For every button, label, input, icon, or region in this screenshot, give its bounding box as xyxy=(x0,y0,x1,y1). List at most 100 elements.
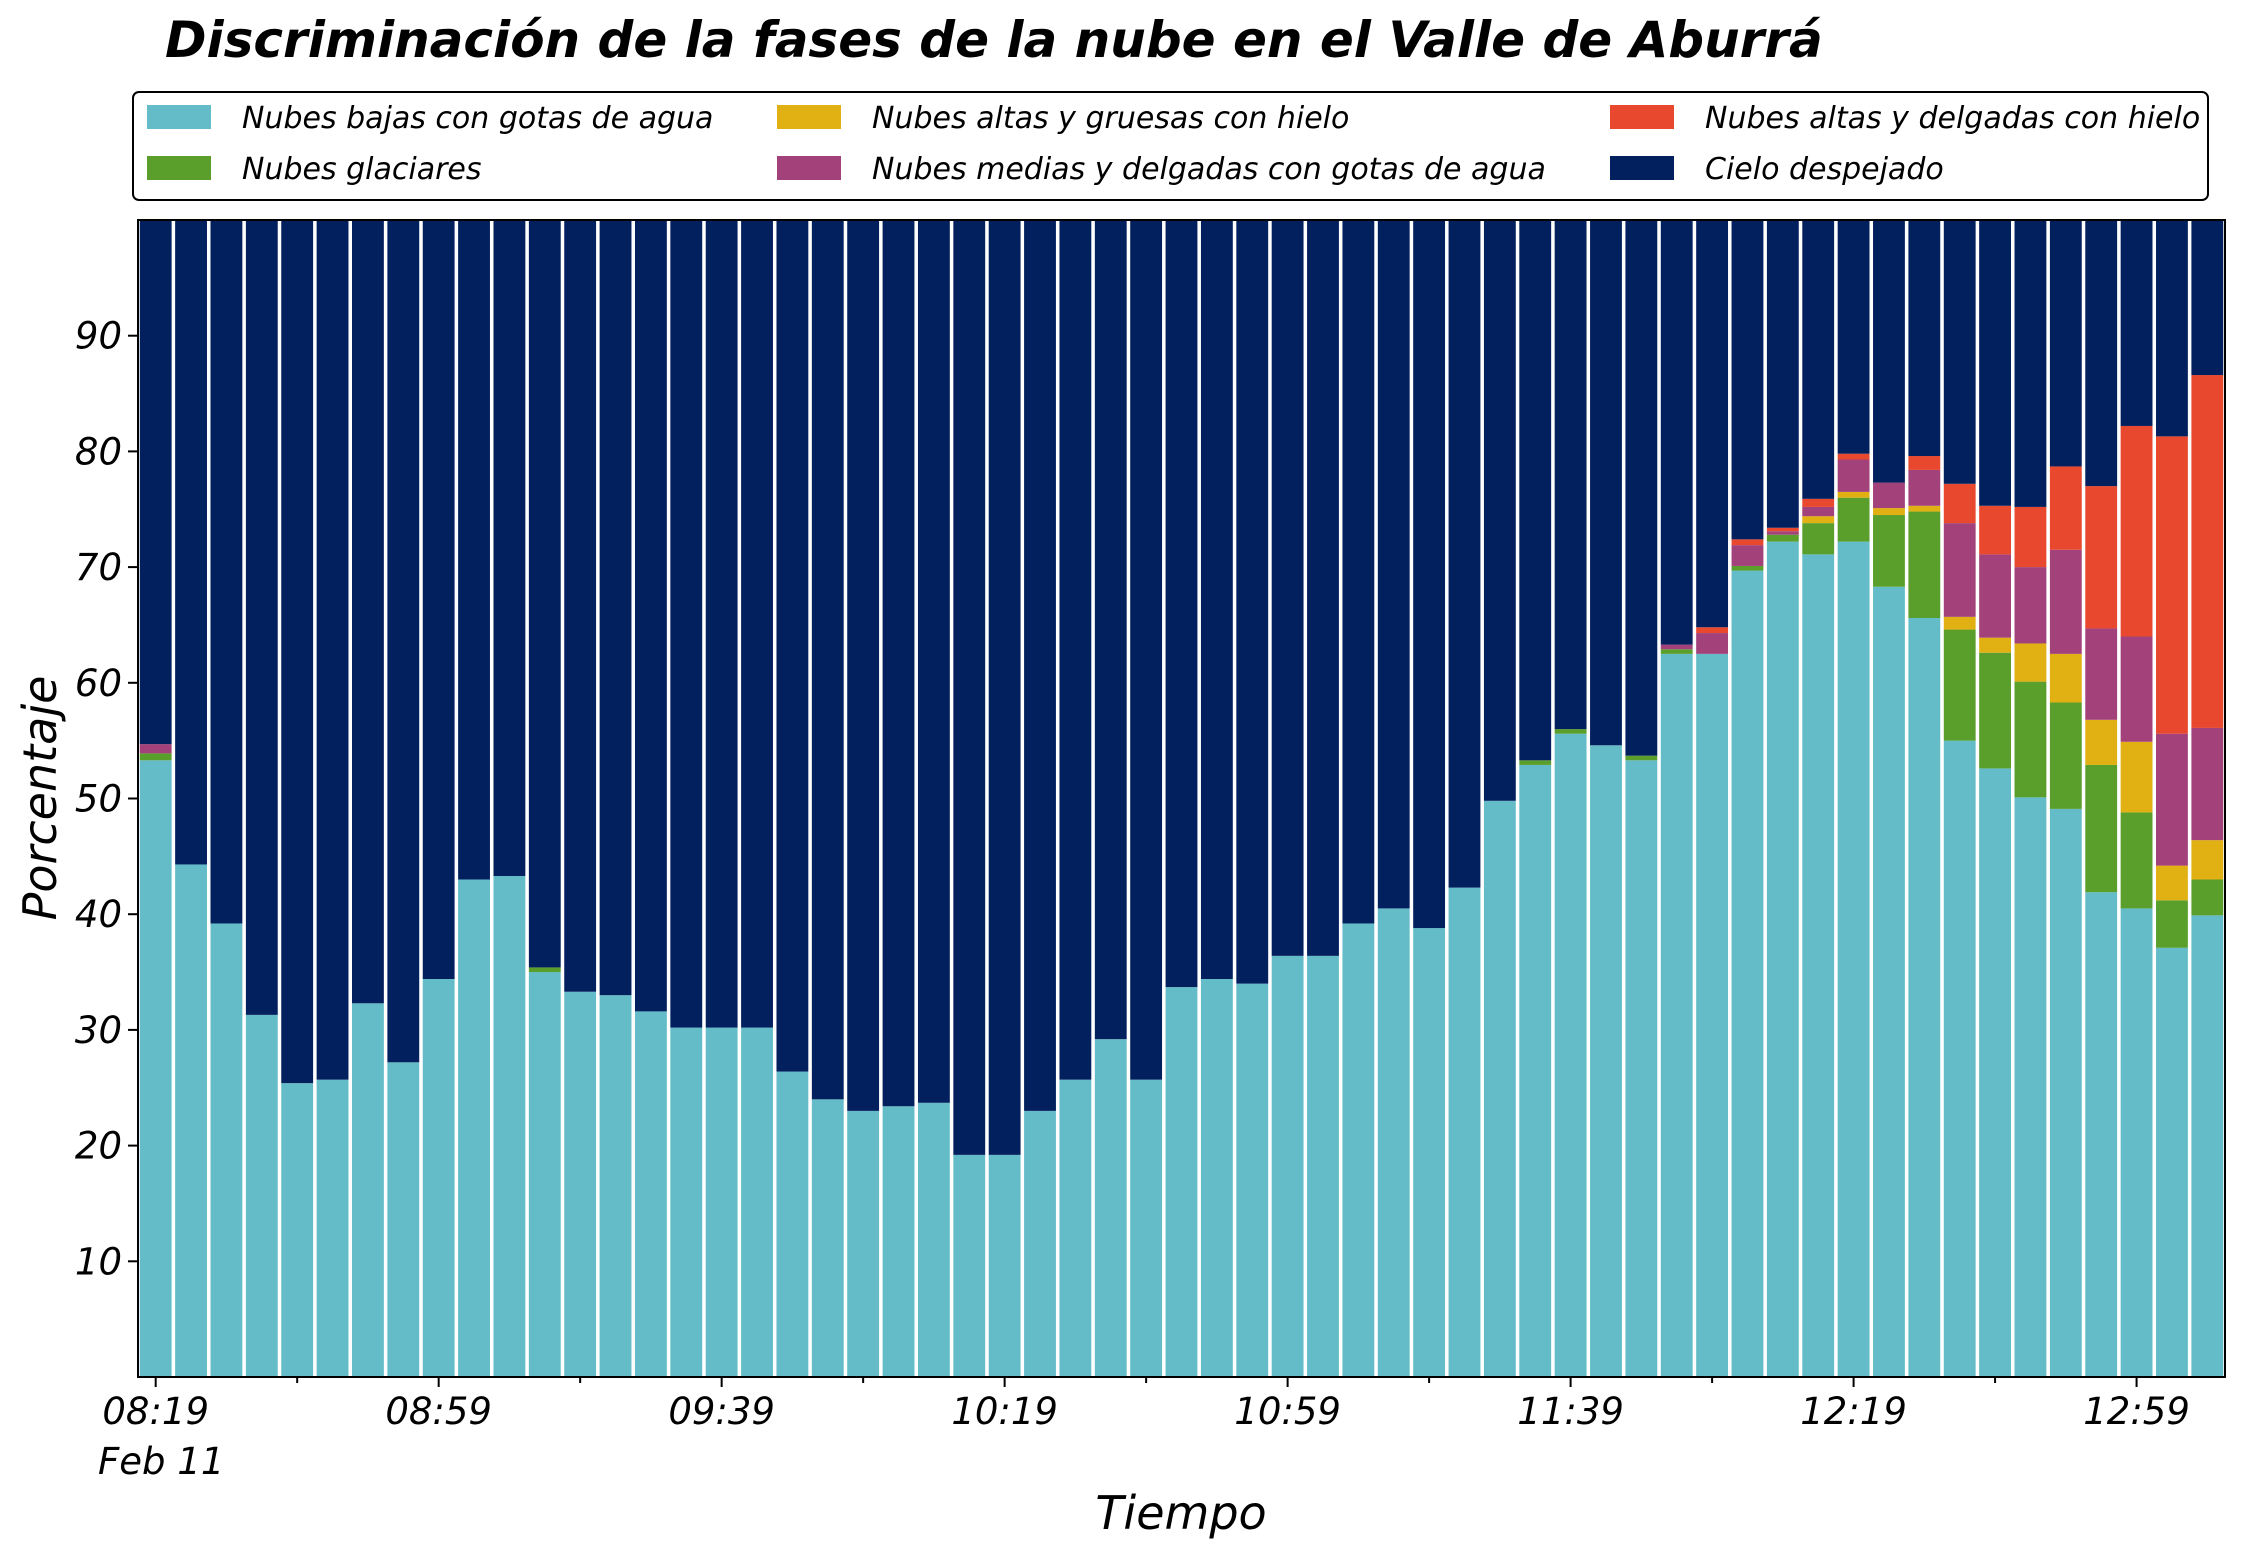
bar-segment-08:49-s5 xyxy=(352,220,384,1004)
bar-segment-12:54-s0 xyxy=(2085,892,2118,1377)
bar-segment-12:24-s0 xyxy=(1873,586,1905,1377)
bar-segment-12:39-s5 xyxy=(1979,220,2011,506)
bar-segment-09:44-s0 xyxy=(741,1027,773,1377)
bar-segment-08:34-s5 xyxy=(245,220,278,1015)
bar-segment-12:34-s0 xyxy=(1943,740,1976,1377)
bar-segment-12:54-s5 xyxy=(2085,220,2118,487)
bar-segment-12:24-s1 xyxy=(1873,515,1905,587)
bar-segment-12:29-s5 xyxy=(1908,220,1941,457)
bar-segment-08:19-s5 xyxy=(139,220,172,745)
bar-segment-09:14-s1 xyxy=(528,967,561,973)
bar-segment-10:19-s5 xyxy=(988,220,1021,1155)
bar-segment-10:39-s0 xyxy=(1130,1079,1163,1377)
bar-segment-08:39-s0 xyxy=(281,1083,314,1377)
x-tick-label: 08:59 xyxy=(385,1390,492,1433)
bar-segment-11:44-s5 xyxy=(1590,220,1622,746)
y-axis-label: Porcentaje xyxy=(13,676,67,921)
legend-frame xyxy=(132,91,2209,201)
bar-segment-12:34-s2 xyxy=(1943,616,1976,630)
bar-segment-08:59-s0 xyxy=(422,978,455,1377)
bar-segment-12:14-s2 xyxy=(1802,516,1835,524)
x-tick-label: 08:19 xyxy=(102,1390,209,1433)
y-tick-label: 70 xyxy=(75,546,122,589)
bar-segment-11:54-s3 xyxy=(1660,644,1693,650)
bar-segment-11:54-s1 xyxy=(1660,649,1693,654)
legend-swatch xyxy=(1610,156,1674,180)
bar-segment-09:54-s5 xyxy=(811,220,844,1100)
bar-segment-11:34-s5 xyxy=(1519,220,1552,761)
bar-segment-11:04-s0 xyxy=(1307,955,1339,1377)
bar-segment-12:14-s1 xyxy=(1802,523,1835,555)
bar-segment-12:14-s0 xyxy=(1802,554,1835,1377)
bar-segment-08:39-s5 xyxy=(281,220,314,1084)
date-label: Feb 11 xyxy=(98,1440,224,1483)
bar-segment-12:49-s1 xyxy=(2049,702,2082,809)
bar-segment-11:49-s0 xyxy=(1625,760,1658,1377)
bar-segment-12:09-s4 xyxy=(1766,527,1799,532)
x-axis: 08:19 08:59 09:39 10:19 10:59 11:39 12:19 12:59… xyxy=(102,1377,2190,1433)
bar-segment-12:54-s4 xyxy=(2085,486,2118,629)
bar-segment-12:49-s5 xyxy=(2049,220,2082,467)
bar-segment-12:14-s3 xyxy=(1802,506,1835,517)
bar-segment-08:54-s0 xyxy=(387,1062,420,1377)
bar-segment-13:04-s0 xyxy=(2156,947,2188,1377)
bar-segment-11:59-s4 xyxy=(1696,627,1729,634)
bar-segment-11:24-s5 xyxy=(1448,220,1481,888)
bar-segment-12:59-s1 xyxy=(2120,812,2153,909)
bar-segment-09:39-s5 xyxy=(705,220,738,1028)
bar-segment-12:54-s3 xyxy=(2085,628,2118,720)
bar-segment-12:44-s2 xyxy=(2014,643,2047,682)
bar-segment-12:39-s1 xyxy=(1979,652,2011,769)
bar-segment-12:19-s5 xyxy=(1837,220,1870,454)
bar-segment-08:34-s0 xyxy=(245,1014,278,1377)
bar-segment-08:19-s1 xyxy=(139,753,172,761)
bar-segment-12:04-s3 xyxy=(1731,545,1764,566)
legend-swatch xyxy=(147,156,211,180)
bar-segment-10:59-s5 xyxy=(1271,220,1304,956)
bar-segment-12:44-s3 xyxy=(2014,567,2047,644)
bars-layer xyxy=(139,220,2224,1378)
bar-segment-10:14-s5 xyxy=(953,220,986,1155)
bar-segment-08:44-s5 xyxy=(316,220,349,1080)
bar-segment-09:14-s0 xyxy=(528,972,561,1377)
x-tick-label: 10:59 xyxy=(1234,1390,1341,1433)
bar-segment-12:09-s5 xyxy=(1766,220,1799,528)
bar-segment-12:04-s0 xyxy=(1731,570,1764,1377)
legend-label: Nubes altas y gruesas con hielo xyxy=(872,101,1349,136)
y-tick-label: 30 xyxy=(75,1009,122,1052)
bar-segment-11:29-s0 xyxy=(1483,800,1516,1377)
bar-segment-10:29-s0 xyxy=(1059,1079,1092,1377)
y-tick-label: 10 xyxy=(75,1240,122,1283)
bar-segment-09:04-s0 xyxy=(458,879,490,1377)
bar-segment-11:54-s5 xyxy=(1660,220,1693,645)
bar-segment-12:19-s1 xyxy=(1837,497,1870,542)
x-axis-label: Tiempo xyxy=(1095,1486,1266,1540)
bar-segment-12:04-s1 xyxy=(1731,565,1764,571)
bar-segment-12:44-s0 xyxy=(2014,797,2047,1377)
bar-segment-10:49-s0 xyxy=(1200,978,1233,1377)
bar-segment-11:59-s0 xyxy=(1696,653,1729,1378)
bar-segment-08:49-s0 xyxy=(352,1003,384,1377)
bar-segment-10:24-s0 xyxy=(1024,1110,1056,1377)
bar-segment-10:04-s5 xyxy=(882,220,915,1107)
bar-segment-09:34-s5 xyxy=(670,220,703,1028)
legend-swatch xyxy=(147,105,211,129)
x-tick-label: 12:19 xyxy=(1800,1390,1907,1433)
bar-segment-09:54-s0 xyxy=(811,1099,844,1377)
bar-segment-13:04-s4 xyxy=(2156,436,2188,734)
bar-segment-10:04-s0 xyxy=(882,1106,915,1377)
bar-segment-10:34-s5 xyxy=(1094,220,1127,1040)
bar-segment-10:44-s0 xyxy=(1165,987,1198,1377)
legend-swatch xyxy=(777,156,841,180)
bar-segment-10:44-s5 xyxy=(1165,220,1198,988)
legend-label: Cielo despejado xyxy=(1705,152,1944,187)
bar-segment-10:54-s0 xyxy=(1236,983,1269,1377)
legend-label: Nubes glaciares xyxy=(242,152,482,187)
y-tick-label: 90 xyxy=(75,315,122,358)
bar-segment-12:04-s4 xyxy=(1731,539,1764,546)
bar-segment-13:09-s1 xyxy=(2191,879,2224,916)
bar-segment-12:19-s0 xyxy=(1837,541,1870,1377)
bar-segment-09:04-s5 xyxy=(458,220,490,880)
bar-segment-12:24-s5 xyxy=(1873,220,1905,483)
bar-segment-08:59-s5 xyxy=(422,220,455,979)
